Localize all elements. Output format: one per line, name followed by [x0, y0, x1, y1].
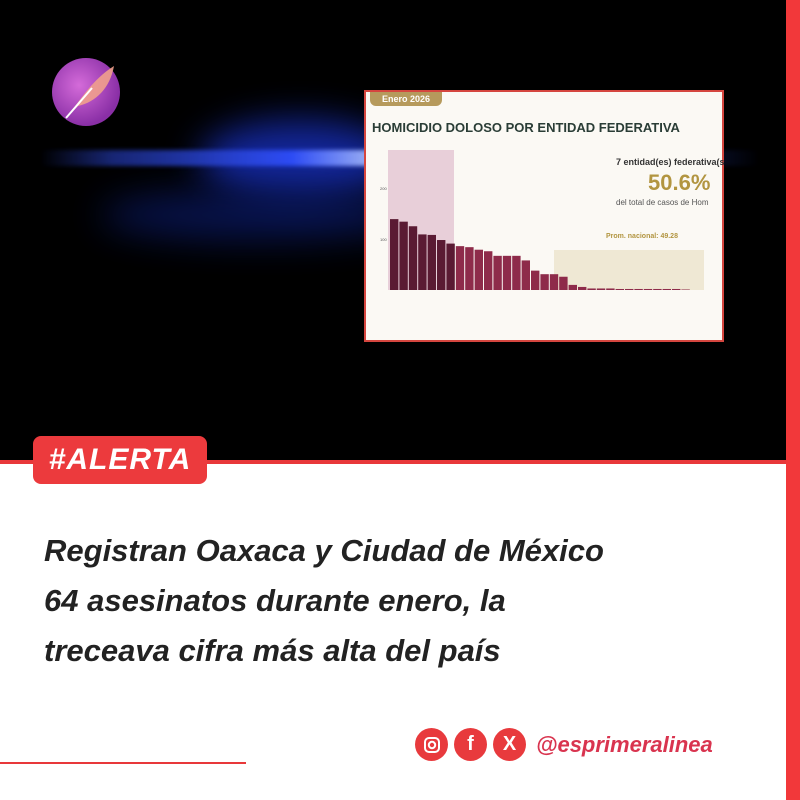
low-region	[554, 250, 704, 290]
instagram-icon[interactable]	[415, 728, 448, 761]
headline-line: Registran Oaxaca y Ciudad de México	[44, 533, 604, 568]
bar	[521, 260, 530, 290]
social-links: f X @esprimeralinea	[415, 728, 713, 761]
bar	[390, 219, 399, 290]
bar	[681, 289, 690, 290]
headline-line: 64 asesinatos durante enero, la	[44, 583, 506, 618]
background-photo: Enero 2026 HOMICIDIO DOLOSO POR ENTIDAD …	[0, 0, 786, 462]
right-border-stripe	[786, 0, 800, 800]
bar	[427, 234, 436, 290]
social-handle[interactable]: @esprimeralinea	[536, 731, 713, 757]
bar	[549, 274, 559, 290]
bar	[531, 270, 540, 290]
feather-logo	[52, 58, 120, 126]
divider-line	[0, 460, 786, 464]
x-icon[interactable]: X	[493, 728, 526, 761]
bar	[465, 247, 474, 290]
card-percent: 50.6%	[648, 170, 711, 195]
facebook-icon[interactable]: f	[454, 728, 487, 761]
ytick-label: 100	[380, 237, 387, 242]
card-count: 7 entidad(es) federativa(s	[616, 157, 725, 167]
bar	[437, 240, 446, 290]
bar	[662, 288, 671, 290]
bar	[615, 288, 624, 290]
bar	[653, 288, 662, 290]
bar	[596, 288, 606, 290]
bar	[559, 276, 568, 290]
alert-tag: #ALERTA	[33, 436, 207, 484]
bar	[446, 243, 455, 290]
card-average: Prom. nacional: 49.28	[606, 233, 678, 240]
card-title: HOMICIDIO DOLOSO POR ENTIDAD FEDERATIVA	[372, 120, 680, 135]
bar	[493, 255, 502, 290]
bar	[568, 284, 577, 290]
bar	[418, 234, 427, 290]
bar	[408, 226, 418, 290]
card-date-tag: Enero 2026	[370, 92, 443, 106]
bar	[634, 288, 643, 290]
card-subtitle: del total de casos de Hom	[616, 198, 709, 207]
ytick-label: 200	[380, 186, 387, 191]
bar	[540, 274, 549, 290]
bar	[606, 288, 615, 290]
footer-line	[0, 762, 246, 764]
bar	[643, 288, 653, 290]
bar	[399, 221, 408, 290]
bar	[474, 249, 483, 290]
bar-chart: 200 100	[380, 150, 704, 290]
bar	[587, 288, 596, 290]
bar	[512, 255, 521, 290]
bar	[672, 288, 681, 290]
bar	[484, 251, 493, 290]
bar	[502, 255, 512, 290]
bar	[455, 246, 465, 290]
homicide-chart-card: Enero 2026 HOMICIDIO DOLOSO POR ENTIDAD …	[364, 90, 725, 342]
bar	[578, 286, 587, 290]
headline: Registran Oaxaca y Ciudad de México 64 a…	[44, 526, 764, 676]
headline-line: treceava cifra más alta del país	[44, 633, 501, 668]
bar	[625, 288, 634, 290]
